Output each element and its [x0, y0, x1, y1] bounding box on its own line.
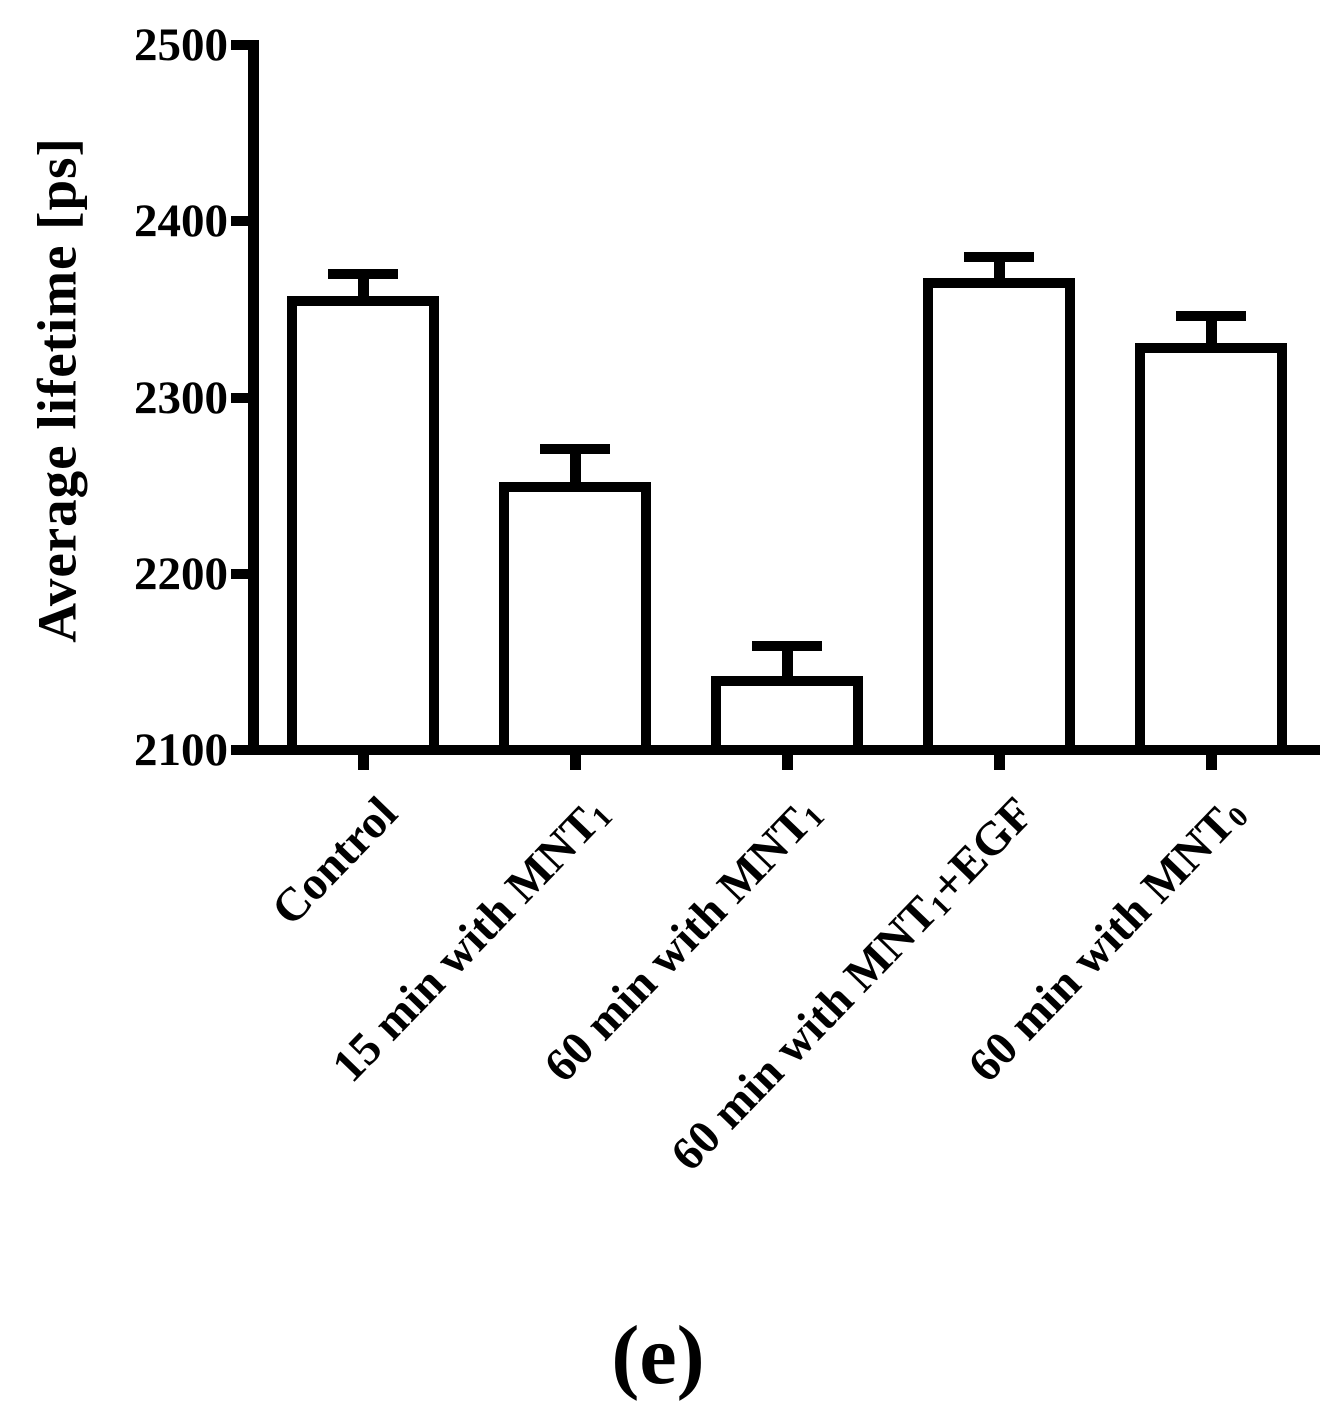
error-bar-stem [357, 274, 369, 305]
error-bar-stem [993, 256, 1005, 287]
y-tick-label: 2100 [134, 724, 228, 776]
bar-chart-plot-area: Average lifetime [ps] 2500 2400 2300 2200 21… [27, 19, 1320, 1187]
y-tick [231, 568, 248, 579]
bar [499, 482, 651, 755]
x-tick [994, 755, 1005, 770]
error-bar-cap [752, 641, 822, 651]
error-bar-stem [781, 646, 793, 686]
x-tick [782, 755, 793, 770]
y-tick-label: 2400 [134, 195, 228, 248]
x-tick [1206, 755, 1217, 770]
x-category-label: Control [262, 787, 408, 936]
error-bar-cap [964, 251, 1034, 262]
y-tick [231, 40, 248, 50]
y-axis-line [248, 40, 259, 755]
bar [711, 676, 863, 755]
y-tick-label: 2500 [134, 19, 228, 71]
error-bar-cap [328, 269, 398, 280]
y-tick [231, 392, 248, 403]
error-bar-cap [1176, 311, 1246, 322]
figure-caption: (e) [611, 1309, 705, 1402]
y-tick [231, 216, 248, 227]
x-category-label: 60 min with MNT1+EGF [661, 787, 1050, 1187]
y-tick-label: 2200 [134, 547, 228, 600]
bar [923, 277, 1075, 755]
error-bar-cap [540, 443, 610, 454]
y-tick-label: 2300 [134, 371, 228, 424]
x-category-label-text: Control [262, 787, 408, 936]
bar [287, 295, 439, 755]
bar [1135, 343, 1287, 755]
error-bar-stem [569, 448, 581, 492]
x-tick [570, 755, 581, 770]
y-tick [231, 745, 248, 755]
error-bar-stem [1205, 316, 1217, 353]
x-tick [358, 755, 369, 770]
x-category-label-suffix: +EGF [920, 787, 1044, 913]
